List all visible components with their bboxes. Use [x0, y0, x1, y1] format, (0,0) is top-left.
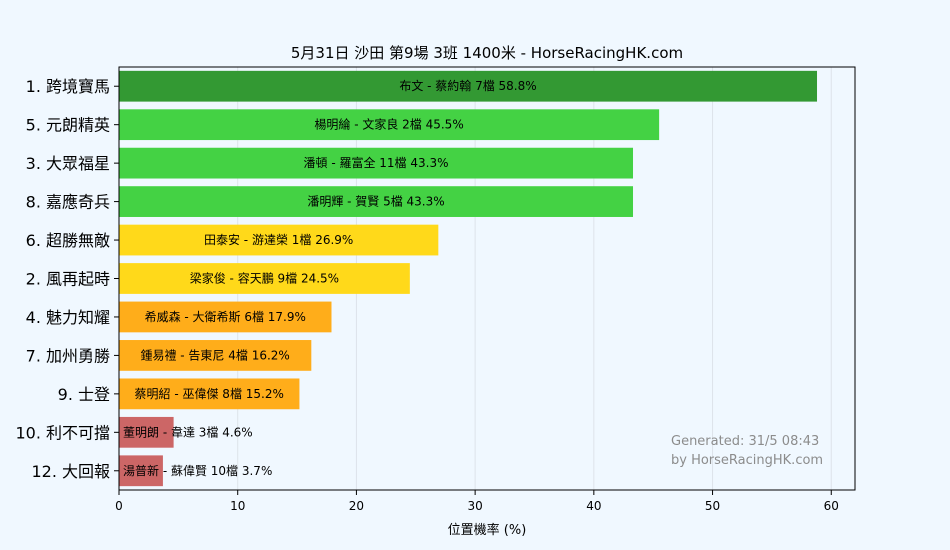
- x-axis-ticks: 0 10 20 30 40 50 60: [115, 490, 839, 513]
- y-tick-label: 7. 加州勇勝: [26, 346, 110, 365]
- y-tick-label: 3. 大眾福星: [26, 154, 110, 173]
- y-axis-labels: 1. 跨境寶馬 5. 元朗精英 3. 大眾福星 8. 嘉應奇兵 6. 超勝無敵 2. 風再…: [15, 77, 119, 481]
- x-tick-label: 30: [467, 499, 482, 513]
- bar-annotation: 鍾易禮 - 告東尼 4檔 16.2%: [140, 348, 289, 362]
- watermark-line-2: by HorseRacingHK.com: [671, 453, 823, 468]
- y-tick-label: 1. 跨境寶馬: [26, 77, 110, 96]
- bar-annotation: 田泰安 - 游達榮 1檔 26.9%: [204, 232, 353, 247]
- bar: [119, 186, 634, 217]
- bar: [119, 109, 660, 141]
- y-tick-label: 10. 利不可擋: [15, 423, 110, 442]
- y-tick-label: 4. 魅力知耀: [26, 308, 110, 327]
- bar-annotation: 董明朗 - 韋達 3檔 4.6%: [123, 425, 253, 439]
- y-tick-label: 5. 元朗精英: [26, 116, 110, 135]
- x-tick-label: 10: [230, 499, 245, 513]
- y-tick-label: 6. 超勝無敵: [26, 231, 110, 250]
- x-axis-label: 位置機率 (%): [448, 522, 527, 538]
- bar: [119, 378, 300, 410]
- bar: [119, 224, 439, 256]
- x-tick-label: 20: [349, 499, 364, 513]
- bar-annotation: 布文 - 蔡約翰 7檔 58.8%: [399, 78, 536, 93]
- bar: [119, 147, 634, 179]
- y-tick-label: 9. 士登: [58, 385, 110, 404]
- bar: [119, 416, 174, 448]
- bar-annotation: 潘頓 - 羅富全 11檔 43.3%: [304, 155, 449, 170]
- bar: [119, 455, 163, 487]
- x-tick-label: 40: [586, 499, 601, 513]
- bar: [119, 70, 818, 102]
- bar: [119, 301, 332, 333]
- bar: [119, 340, 312, 371]
- bar-annotation: 楊明綸 - 文家良 2檔 45.5%: [314, 117, 463, 132]
- x-tick-label: 50: [705, 499, 720, 513]
- bar-annotation: 湯普新 - 蘇偉賢 10檔 3.7%: [123, 463, 272, 478]
- x-tick-label: 60: [824, 499, 839, 513]
- watermark-line-1: Generated: 31/5 08:43: [671, 434, 819, 449]
- x-tick-label: 0: [115, 499, 123, 513]
- bars: [119, 70, 818, 487]
- y-tick-label: 2. 風再起時: [26, 270, 110, 289]
- y-tick-label: 8. 嘉應奇兵: [26, 193, 110, 212]
- bar: [119, 263, 410, 294]
- plot-frame: [118, 66, 856, 491]
- bar-annotation: 梁家俊 - 容天鵬 9檔 24.5%: [190, 271, 339, 286]
- bar-annotation: 希威森 - 大衛希斯 6檔 17.9%: [145, 309, 306, 324]
- bar-annotation: 蔡明紹 - 巫偉傑 8檔 15.2%: [135, 387, 284, 401]
- chart-title: 5月31日 沙田 第9場 3班 1400米 - HorseRacingHK.co…: [291, 44, 683, 62]
- bar-annotation: 潘明輝 - 賀賢 5檔 43.3%: [307, 195, 444, 209]
- y-tick-label: 12. 大回報: [31, 462, 110, 481]
- bar-annotations: 布文 - 蔡約翰 7檔 58.8% 楊明綸 - 文家良 2檔 45.5% 潘頓 - …: [123, 78, 537, 478]
